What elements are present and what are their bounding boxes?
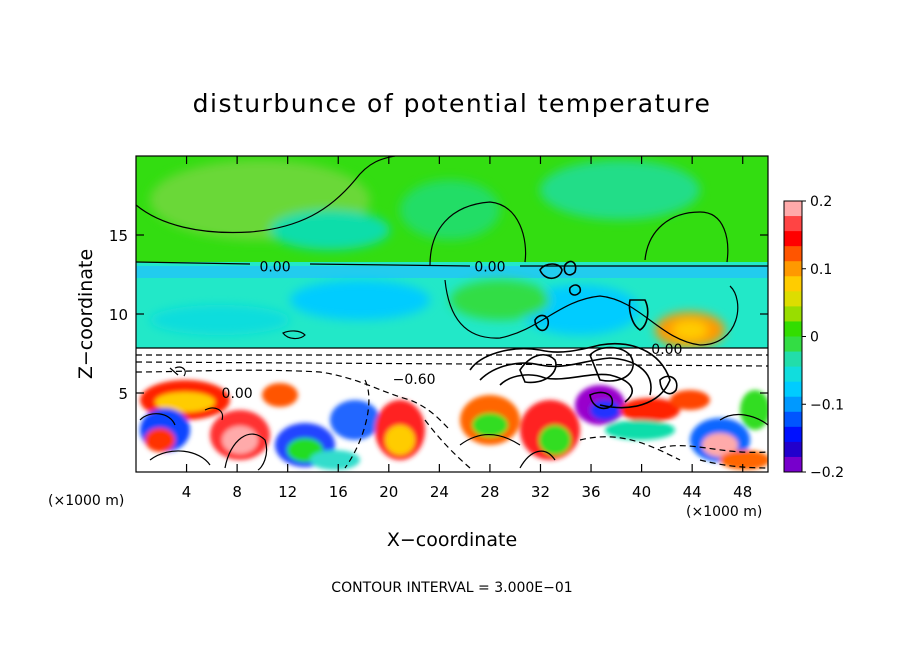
y-tick-label: 15 bbox=[109, 227, 128, 245]
colorbar-segment bbox=[784, 306, 802, 322]
contour-labels: 0.00 0.00 0.00 −0.60 0.00 bbox=[222, 260, 683, 402]
y-tick-label: 10 bbox=[109, 306, 128, 324]
colorbar-tick-label: 0.2 bbox=[810, 194, 832, 210]
contour-lines bbox=[136, 156, 768, 471]
contour-interval-text: CONTOUR INTERVAL = 3.000E−01 bbox=[331, 580, 572, 596]
colorbar-tick-label: −0.2 bbox=[810, 465, 844, 481]
colorbar-tick-label: −0.1 bbox=[810, 397, 844, 413]
contour-label: 0.00 bbox=[474, 260, 505, 276]
y-tick-label: 5 bbox=[118, 385, 128, 403]
colorbar-tick-label: 0 bbox=[810, 330, 819, 346]
colorbar: 0.2 0.1 0 −0.1 −0.2 bbox=[783, 194, 844, 481]
colorbar-segment bbox=[784, 246, 802, 262]
x-tick-label: 16 bbox=[329, 483, 348, 501]
x-unit-right: (×1000 m) bbox=[686, 504, 762, 520]
x-tick-label: 36 bbox=[581, 483, 600, 501]
colorbar-segment bbox=[784, 411, 802, 428]
colorbar-segment bbox=[784, 426, 802, 443]
colorbar-segment bbox=[784, 276, 802, 292]
colorbar-segment bbox=[784, 396, 802, 413]
colorbar-segment bbox=[784, 351, 802, 368]
colorbar-segment bbox=[784, 201, 802, 217]
contour-label: 0.00 bbox=[651, 342, 682, 358]
colorbar-segment bbox=[784, 381, 802, 398]
colorbar-segment bbox=[784, 216, 802, 232]
colorbar-segment bbox=[784, 366, 802, 383]
x-tick-label: 28 bbox=[480, 483, 499, 501]
field-fill bbox=[136, 156, 768, 472]
x-unit-left: (×1000 m) bbox=[48, 493, 124, 509]
x-tick-label: 4 bbox=[182, 483, 192, 501]
colorbar-segment bbox=[784, 441, 802, 458]
x-tick-label: 8 bbox=[232, 483, 242, 501]
x-tick-label: 12 bbox=[278, 483, 297, 501]
y-axis: 5 10 15 bbox=[109, 227, 768, 403]
x-axis-label: X−coordinate bbox=[387, 529, 517, 551]
colorbar-tick-label: 0.1 bbox=[810, 262, 832, 278]
contour-label: 0.00 bbox=[259, 260, 290, 276]
colorbar-segment bbox=[784, 261, 802, 277]
x-axis: 4 8 12 16 20 24 28 32 36 40 44 48 bbox=[182, 156, 752, 501]
x-tick-label: 44 bbox=[683, 483, 702, 501]
x-tick-label: 24 bbox=[430, 483, 449, 501]
x-tick-label: 20 bbox=[379, 483, 398, 501]
x-tick-label: 32 bbox=[531, 483, 550, 501]
plot-area bbox=[136, 156, 768, 472]
colorbar-segment bbox=[784, 231, 802, 247]
y-axis-label: Z−coordinate bbox=[75, 249, 97, 379]
x-tick-label: 40 bbox=[632, 483, 651, 501]
colorbar-segment bbox=[784, 456, 802, 473]
contour-label: 0.00 bbox=[222, 386, 253, 402]
x-tick-label: 48 bbox=[733, 483, 752, 501]
colorbar-segment bbox=[784, 291, 802, 307]
contour-label: −0.60 bbox=[393, 372, 436, 388]
colorbar-segment bbox=[784, 321, 802, 337]
chart-title: disturbunce of potential temperature bbox=[193, 89, 712, 118]
colorbar-segment bbox=[784, 336, 802, 353]
